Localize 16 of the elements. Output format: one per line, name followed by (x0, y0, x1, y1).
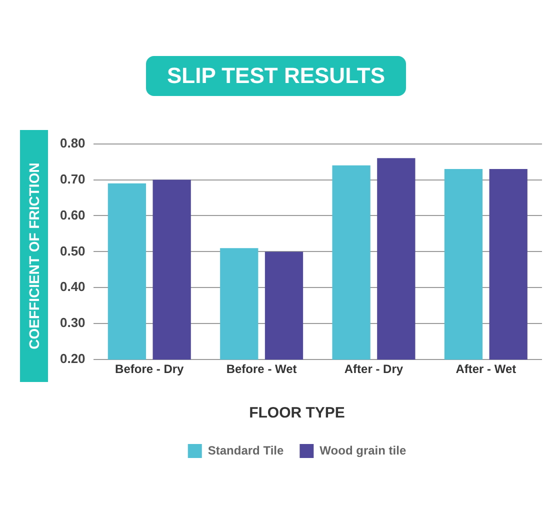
x-tick-label: After - Wet (456, 362, 516, 376)
y-tick-label: 0.50 (60, 243, 86, 258)
x-tick-label: Before - Wet (226, 362, 297, 376)
y-tick-label: 0.80 (60, 135, 86, 150)
legend-label: Wood grain tile (320, 443, 406, 458)
chart-title: SLIP TEST RESULTS (146, 56, 406, 96)
x-tick-label: After - Dry (344, 362, 404, 376)
y-tick-label: 0.70 (60, 171, 86, 186)
legend-label: Standard Tile (208, 443, 284, 458)
legend-title: FLOOR TYPE (249, 404, 345, 422)
y-axis-title: COEFFICIENT OF FRICTION (26, 162, 42, 350)
y-tick-label: 0.30 (60, 315, 86, 330)
y-tick-label: 0.20 (60, 351, 86, 366)
x-tick-label: Before - Dry (115, 362, 184, 376)
y-tick-label: 0.40 (60, 279, 86, 294)
y-tick-label: 0.60 (60, 207, 86, 222)
